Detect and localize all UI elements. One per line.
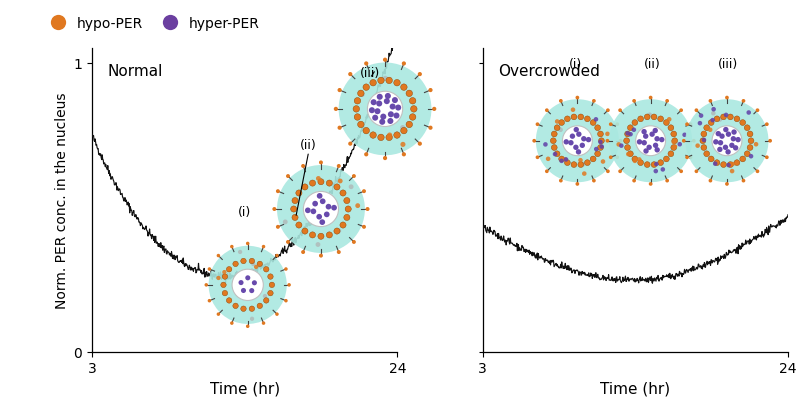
X-axis label: Time (hr): Time (hr) <box>600 381 670 396</box>
Text: (iii): (iii) <box>718 58 738 71</box>
Y-axis label: Norm. PER conc. in the nucleus: Norm. PER conc. in the nucleus <box>55 92 70 308</box>
Text: (ii): (ii) <box>300 139 317 152</box>
Text: (ii): (ii) <box>644 58 661 71</box>
Text: Normal: Normal <box>107 64 162 79</box>
Legend: hypo-PER, hyper-PER: hypo-PER, hyper-PER <box>39 11 265 36</box>
Text: (i): (i) <box>238 206 251 218</box>
Text: (i): (i) <box>570 58 582 71</box>
Text: Overcrowded: Overcrowded <box>498 64 600 79</box>
X-axis label: Time (hr): Time (hr) <box>210 381 280 396</box>
Text: (iii): (iii) <box>360 66 380 79</box>
